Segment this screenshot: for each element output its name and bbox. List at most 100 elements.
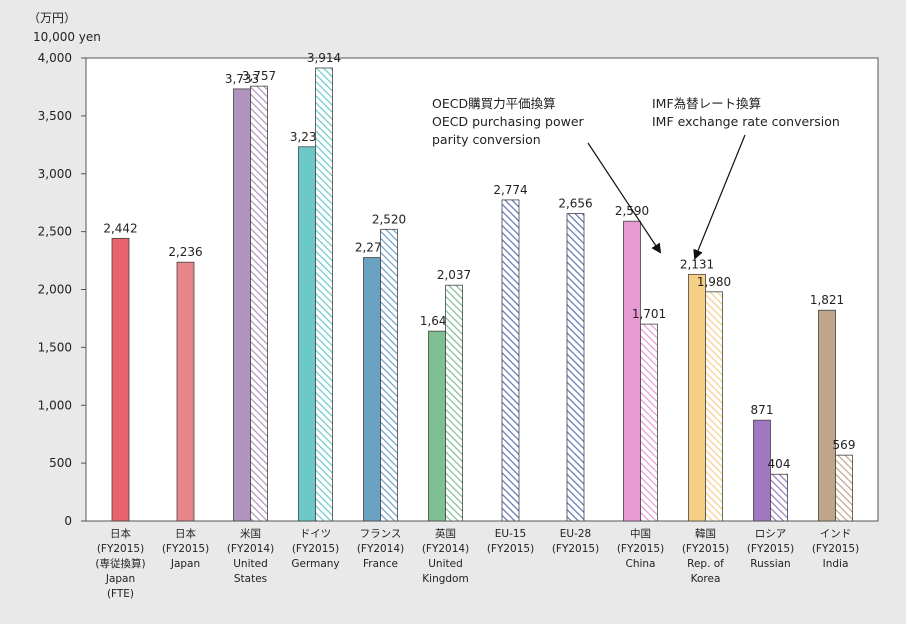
category-label: Korea bbox=[691, 573, 721, 585]
annotations: OECD購買力平価換算 OECD purchasing power parity c… bbox=[432, 96, 840, 260]
data-label: 3,733 bbox=[225, 72, 259, 86]
category-label: 中国 bbox=[630, 527, 651, 540]
y-tick-label: 2,000 bbox=[38, 283, 72, 297]
bar bbox=[640, 323, 658, 522]
data-label: 3,757 bbox=[242, 69, 276, 83]
category-label: 日本 bbox=[110, 527, 131, 540]
y-tick-label: 4,000 bbox=[38, 51, 72, 65]
category-label: (FY2015) bbox=[162, 543, 209, 555]
annotation-imf: IMF exchange rate conversion bbox=[652, 114, 840, 129]
data-label: 2,590 bbox=[615, 204, 649, 218]
category-label: United bbox=[233, 558, 268, 570]
data-label: 2,656 bbox=[558, 197, 592, 211]
plot-area bbox=[85, 57, 879, 522]
annotation-imf: IMF為替レート換算 bbox=[652, 96, 761, 111]
y-tick-label: 1,500 bbox=[38, 340, 72, 354]
data-label: 1,980 bbox=[697, 275, 731, 289]
category-label: 米国 bbox=[240, 527, 261, 540]
annotation-oecd: parity conversion bbox=[432, 132, 541, 147]
data-label: 2,442 bbox=[103, 221, 137, 235]
category-label: United bbox=[428, 558, 463, 570]
category-label: (FY2014) bbox=[227, 543, 274, 555]
category-label: ロシア bbox=[755, 528, 787, 540]
category-label: India bbox=[823, 558, 849, 570]
data-label: 569 bbox=[833, 438, 856, 452]
annotation-arrow-oecd bbox=[587, 142, 662, 254]
category-label: States bbox=[234, 573, 267, 585]
bar bbox=[428, 330, 446, 522]
bar bbox=[835, 454, 853, 522]
y-tick-label: 500 bbox=[49, 456, 72, 470]
category-label: (FY2014) bbox=[422, 543, 469, 555]
category-label: (FY2015) bbox=[97, 543, 144, 555]
unit-label-en: 10,000 yen bbox=[33, 30, 101, 44]
category-label: (FY2015) bbox=[487, 543, 534, 555]
annotation-arrow-imf bbox=[693, 134, 746, 260]
bar bbox=[770, 473, 788, 522]
x-axis-labels: 日本 (FY2015) (専従換算) Japan (FTE) 日本 (FY2015) Japa… bbox=[95, 527, 859, 600]
category-label: (FTE) bbox=[107, 588, 134, 600]
bar bbox=[688, 273, 706, 522]
bar bbox=[176, 261, 195, 522]
category-label: (FY2015) bbox=[292, 543, 339, 555]
y-tick-label: 2,500 bbox=[38, 225, 72, 239]
data-label: 1,701 bbox=[632, 307, 666, 321]
bar bbox=[818, 309, 836, 522]
bar bbox=[111, 237, 130, 522]
bar bbox=[753, 419, 771, 522]
bar bbox=[298, 146, 316, 522]
data-label: 871 bbox=[751, 403, 774, 417]
data-label: 404 bbox=[768, 457, 791, 471]
category-label: (FY2015) bbox=[747, 543, 794, 555]
bar bbox=[380, 228, 398, 522]
category-label: (FY2015) bbox=[552, 543, 599, 555]
bars-group: 2,4422,2363,7333,7573,2333,9142,2762,520… bbox=[103, 51, 856, 522]
category-label: 日本 bbox=[175, 527, 196, 540]
data-label: 2,520 bbox=[372, 212, 406, 226]
y-tick-label: 0 bbox=[64, 514, 72, 528]
bar bbox=[250, 85, 268, 522]
annotation-oecd: OECD購買力平価換算 bbox=[432, 96, 556, 111]
category-label: Germany bbox=[291, 558, 339, 570]
category-label: (FY2015) bbox=[812, 543, 859, 555]
category-label: 英国 bbox=[435, 527, 456, 540]
data-label: 2,236 bbox=[168, 245, 202, 259]
category-label: インド bbox=[820, 528, 852, 540]
data-label: 1,821 bbox=[810, 293, 844, 307]
y-tick-label: 1,000 bbox=[38, 398, 72, 412]
y-tick-label: 3,000 bbox=[38, 167, 72, 181]
category-label: Japan bbox=[170, 558, 200, 570]
category-label: China bbox=[626, 558, 656, 570]
category-label: EU-15 bbox=[495, 528, 526, 540]
bar bbox=[363, 257, 381, 522]
bar bbox=[501, 199, 520, 522]
category-label: Russian bbox=[750, 558, 790, 570]
y-axis: 0 500 1,000 1,500 2,000 2,500 3,000 3,500 4,000 bbox=[38, 51, 86, 528]
bar bbox=[566, 213, 585, 522]
data-label: 3,914 bbox=[307, 51, 341, 65]
category-label: (FY2015) bbox=[682, 543, 729, 555]
category-label: Kingdom bbox=[422, 573, 468, 585]
bar bbox=[445, 284, 463, 522]
category-label: EU-28 bbox=[560, 528, 591, 540]
annotation-oecd: OECD purchasing power bbox=[432, 114, 585, 129]
category-label: 韓国 bbox=[695, 528, 716, 540]
category-label: (FY2015) bbox=[617, 543, 664, 555]
category-label: ドイツ bbox=[300, 528, 332, 540]
category-label: (専従換算) bbox=[95, 557, 145, 570]
bar bbox=[623, 220, 641, 522]
bar bbox=[233, 88, 251, 522]
y-tick-label: 3,500 bbox=[38, 109, 72, 123]
data-label: 2,131 bbox=[680, 257, 714, 271]
category-label: France bbox=[363, 558, 398, 570]
bar bbox=[315, 67, 333, 522]
data-label: 2,037 bbox=[437, 268, 471, 282]
category-label: フランス bbox=[360, 528, 402, 540]
unit-label-ja: （万円） bbox=[28, 11, 76, 25]
category-label: Japan bbox=[105, 573, 135, 585]
data-label: 2,774 bbox=[493, 183, 527, 197]
category-label: Rep. of bbox=[687, 558, 724, 570]
category-label: (FY2014) bbox=[357, 543, 404, 555]
